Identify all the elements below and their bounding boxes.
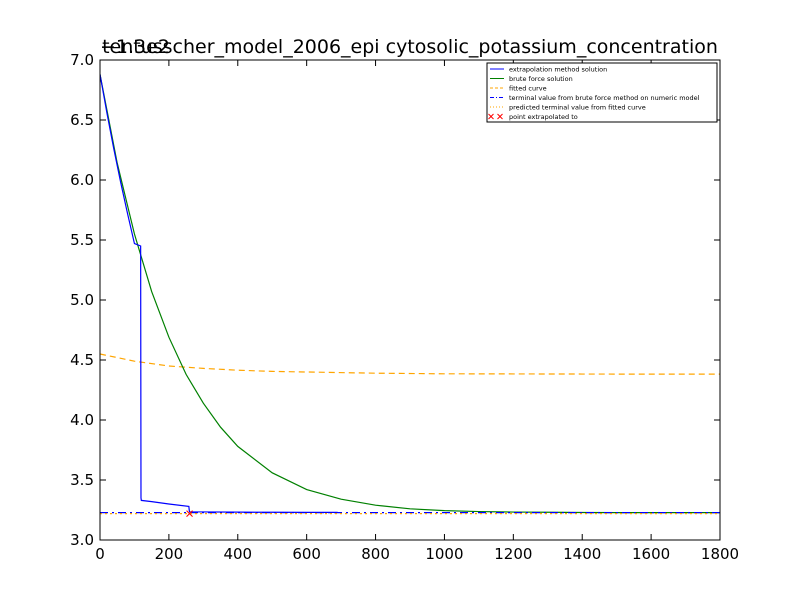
legend-entry: extrapolation method solution: [490, 66, 607, 74]
legend-entry: terminal value from brute force method o…: [490, 94, 700, 102]
x-tick-label: 800: [361, 545, 390, 563]
y-tick-label: 6.0: [70, 171, 94, 189]
extrapolated-point-marker: [186, 510, 193, 517]
y-tick-label: 6.5: [70, 111, 94, 129]
legend-label: predicted terminal value from fitted cur…: [509, 104, 646, 112]
extrapolation-line: [100, 74, 338, 514]
series-layer: [100, 74, 720, 517]
legend-entry: fitted curve: [490, 85, 547, 93]
legend-entry: point extrapolated to: [488, 113, 578, 121]
y-axis-offset-label: −1.3e2: [100, 36, 170, 58]
x-tick-label: 1400: [563, 545, 601, 563]
y-tick-label: 5.0: [70, 291, 94, 309]
y-tick-label: 4.5: [70, 351, 94, 369]
legend-label: fitted curve: [509, 85, 547, 93]
y-tick-label: 5.5: [70, 231, 94, 249]
fitted-curve-line: [100, 353, 720, 375]
plot-area: [100, 74, 720, 517]
legend-label: brute force solution: [509, 75, 573, 83]
x-tick-label: 1000: [425, 545, 463, 563]
x-tick-label: 1600: [632, 545, 670, 563]
legend-label: terminal value from brute force method o…: [509, 94, 700, 102]
x-tick-label: 1800: [701, 545, 739, 563]
x-tick-label: 400: [223, 545, 252, 563]
legend-entry: predicted terminal value from fitted cur…: [490, 104, 646, 112]
y-tick-label: 3.5: [70, 471, 94, 489]
legend-label: extrapolation method solution: [509, 66, 607, 74]
legend-label: point extrapolated to: [509, 113, 578, 121]
x-tick-label: 200: [155, 545, 184, 563]
ticks-layer: 0 200 400 600 800 1000 1200 1400 1600 1800 3.0 3.5 4…: [70, 51, 739, 563]
chart-title: tentusscher_model_2006_epi cytosolic_pot…: [102, 36, 718, 58]
x-tick-label: 1200: [494, 545, 532, 563]
y-tick-label: 3.0: [70, 531, 94, 549]
y-tick-label: 7.0: [70, 51, 94, 69]
y-tick-label: 4.0: [70, 411, 94, 429]
x-tick-label: 0: [95, 545, 105, 563]
legend-entry: brute force solution: [490, 75, 573, 83]
legend-box: [486, 62, 718, 123]
x-tick-label: 600: [292, 545, 321, 563]
